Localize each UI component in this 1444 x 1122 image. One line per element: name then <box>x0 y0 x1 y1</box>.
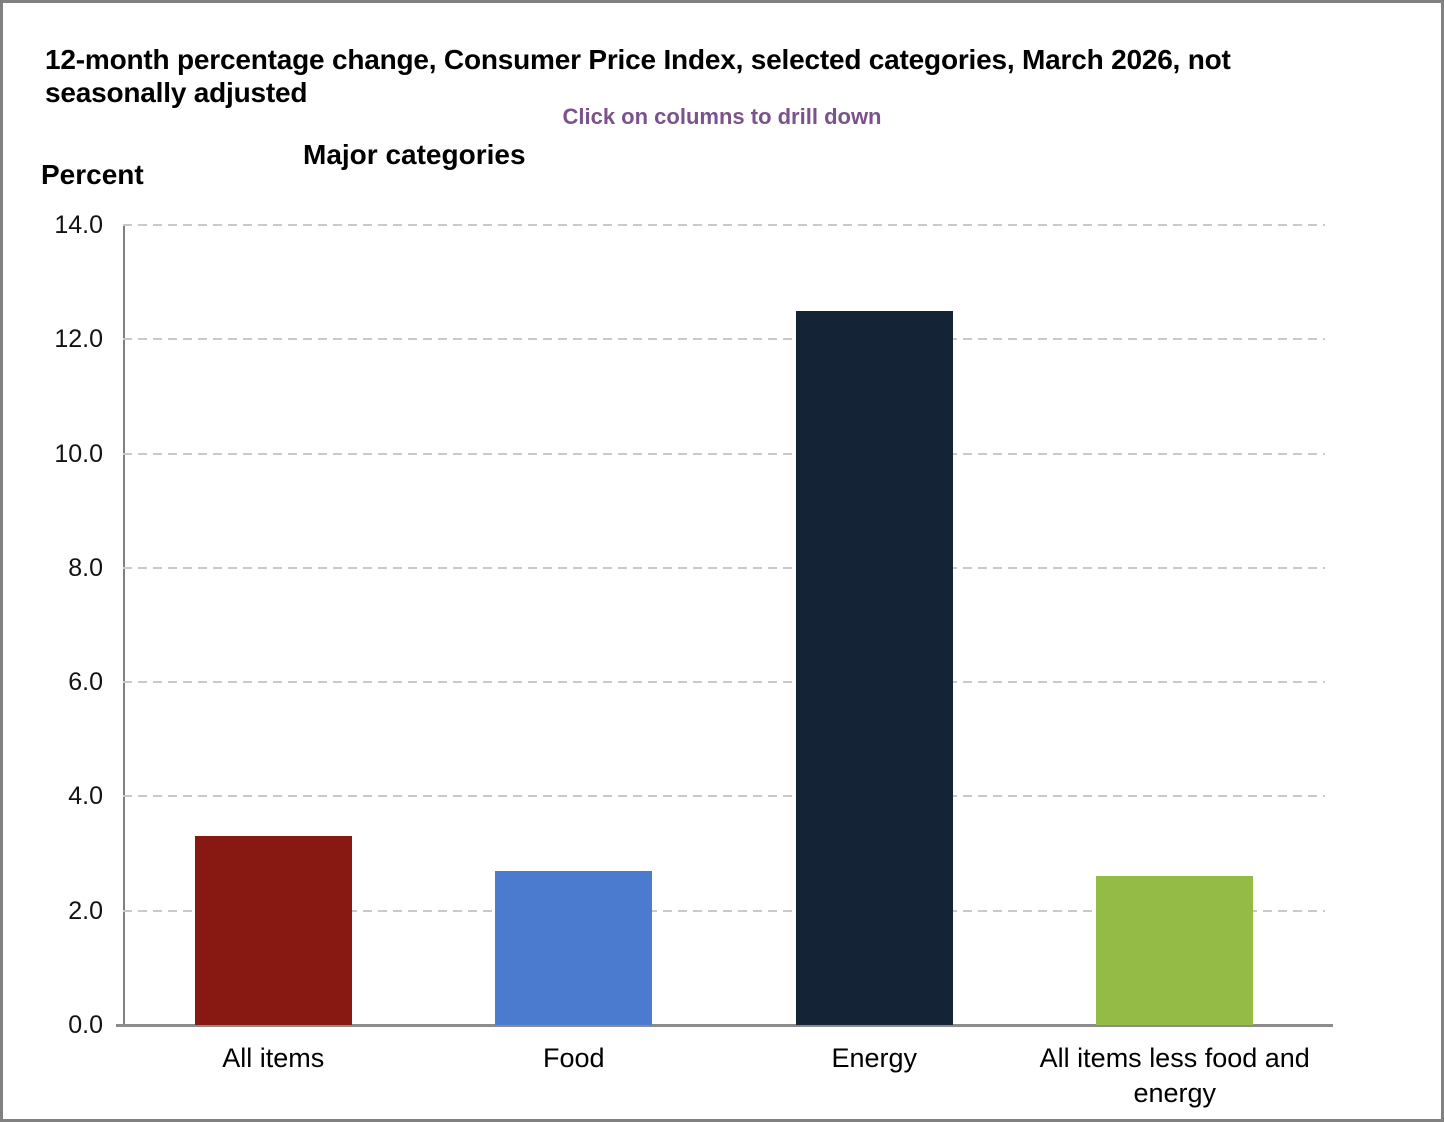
drill-down-hint: Click on columns to drill down <box>562 104 882 129</box>
ytick-label-8.0: 8.0 <box>68 553 103 582</box>
ytick-label-10.0: 10.0 <box>54 439 103 468</box>
category-label-all-items: All items <box>222 1043 325 1073</box>
ytick-label-6.0: 6.0 <box>68 668 103 697</box>
bar-food[interactable] <box>495 870 653 1025</box>
gridline-8.0 <box>123 566 1325 569</box>
ytick-label-14.0: 14.0 <box>54 211 103 239</box>
category-label-food: Food <box>542 1043 605 1073</box>
gridline-4.0 <box>123 795 1325 798</box>
category-label-energy: Energy <box>831 1043 918 1073</box>
plot-area <box>116 224 1333 1027</box>
gridline-10.0 <box>123 452 1325 455</box>
gridline-2.0 <box>123 909 1325 912</box>
x-axis-baseline <box>116 1024 1333 1027</box>
ytick-label-12.0: 12.0 <box>54 325 103 354</box>
bar-all-items-less-food-and-energy[interactable] <box>1096 876 1254 1025</box>
gridline-12.0 <box>123 338 1325 341</box>
bar-energy[interactable] <box>795 310 953 1025</box>
ytick-label-2.0: 2.0 <box>68 896 103 925</box>
y-axis-title: Percent <box>41 159 144 190</box>
chart-title: 12-month percentage change, Consumer Pri… <box>45 44 1231 108</box>
section-heading: Major categories <box>303 139 526 170</box>
ytick-label-0.0: 0.0 <box>68 1011 103 1039</box>
gridline-6.0 <box>123 681 1325 684</box>
y-axis-line <box>123 225 125 1025</box>
bar-all-items[interactable] <box>194 836 352 1025</box>
y-axis-tick-labels: 0.0 2.0 4.0 6.0 8.0 10.0 12.0 14.0 <box>3 211 103 1039</box>
ytick-label-4.0: 4.0 <box>68 782 103 811</box>
category-label-all-items-less-food-and-energy: All items less food and energy <box>1039 1043 1310 1108</box>
gridline-14.0 <box>123 224 1325 226</box>
